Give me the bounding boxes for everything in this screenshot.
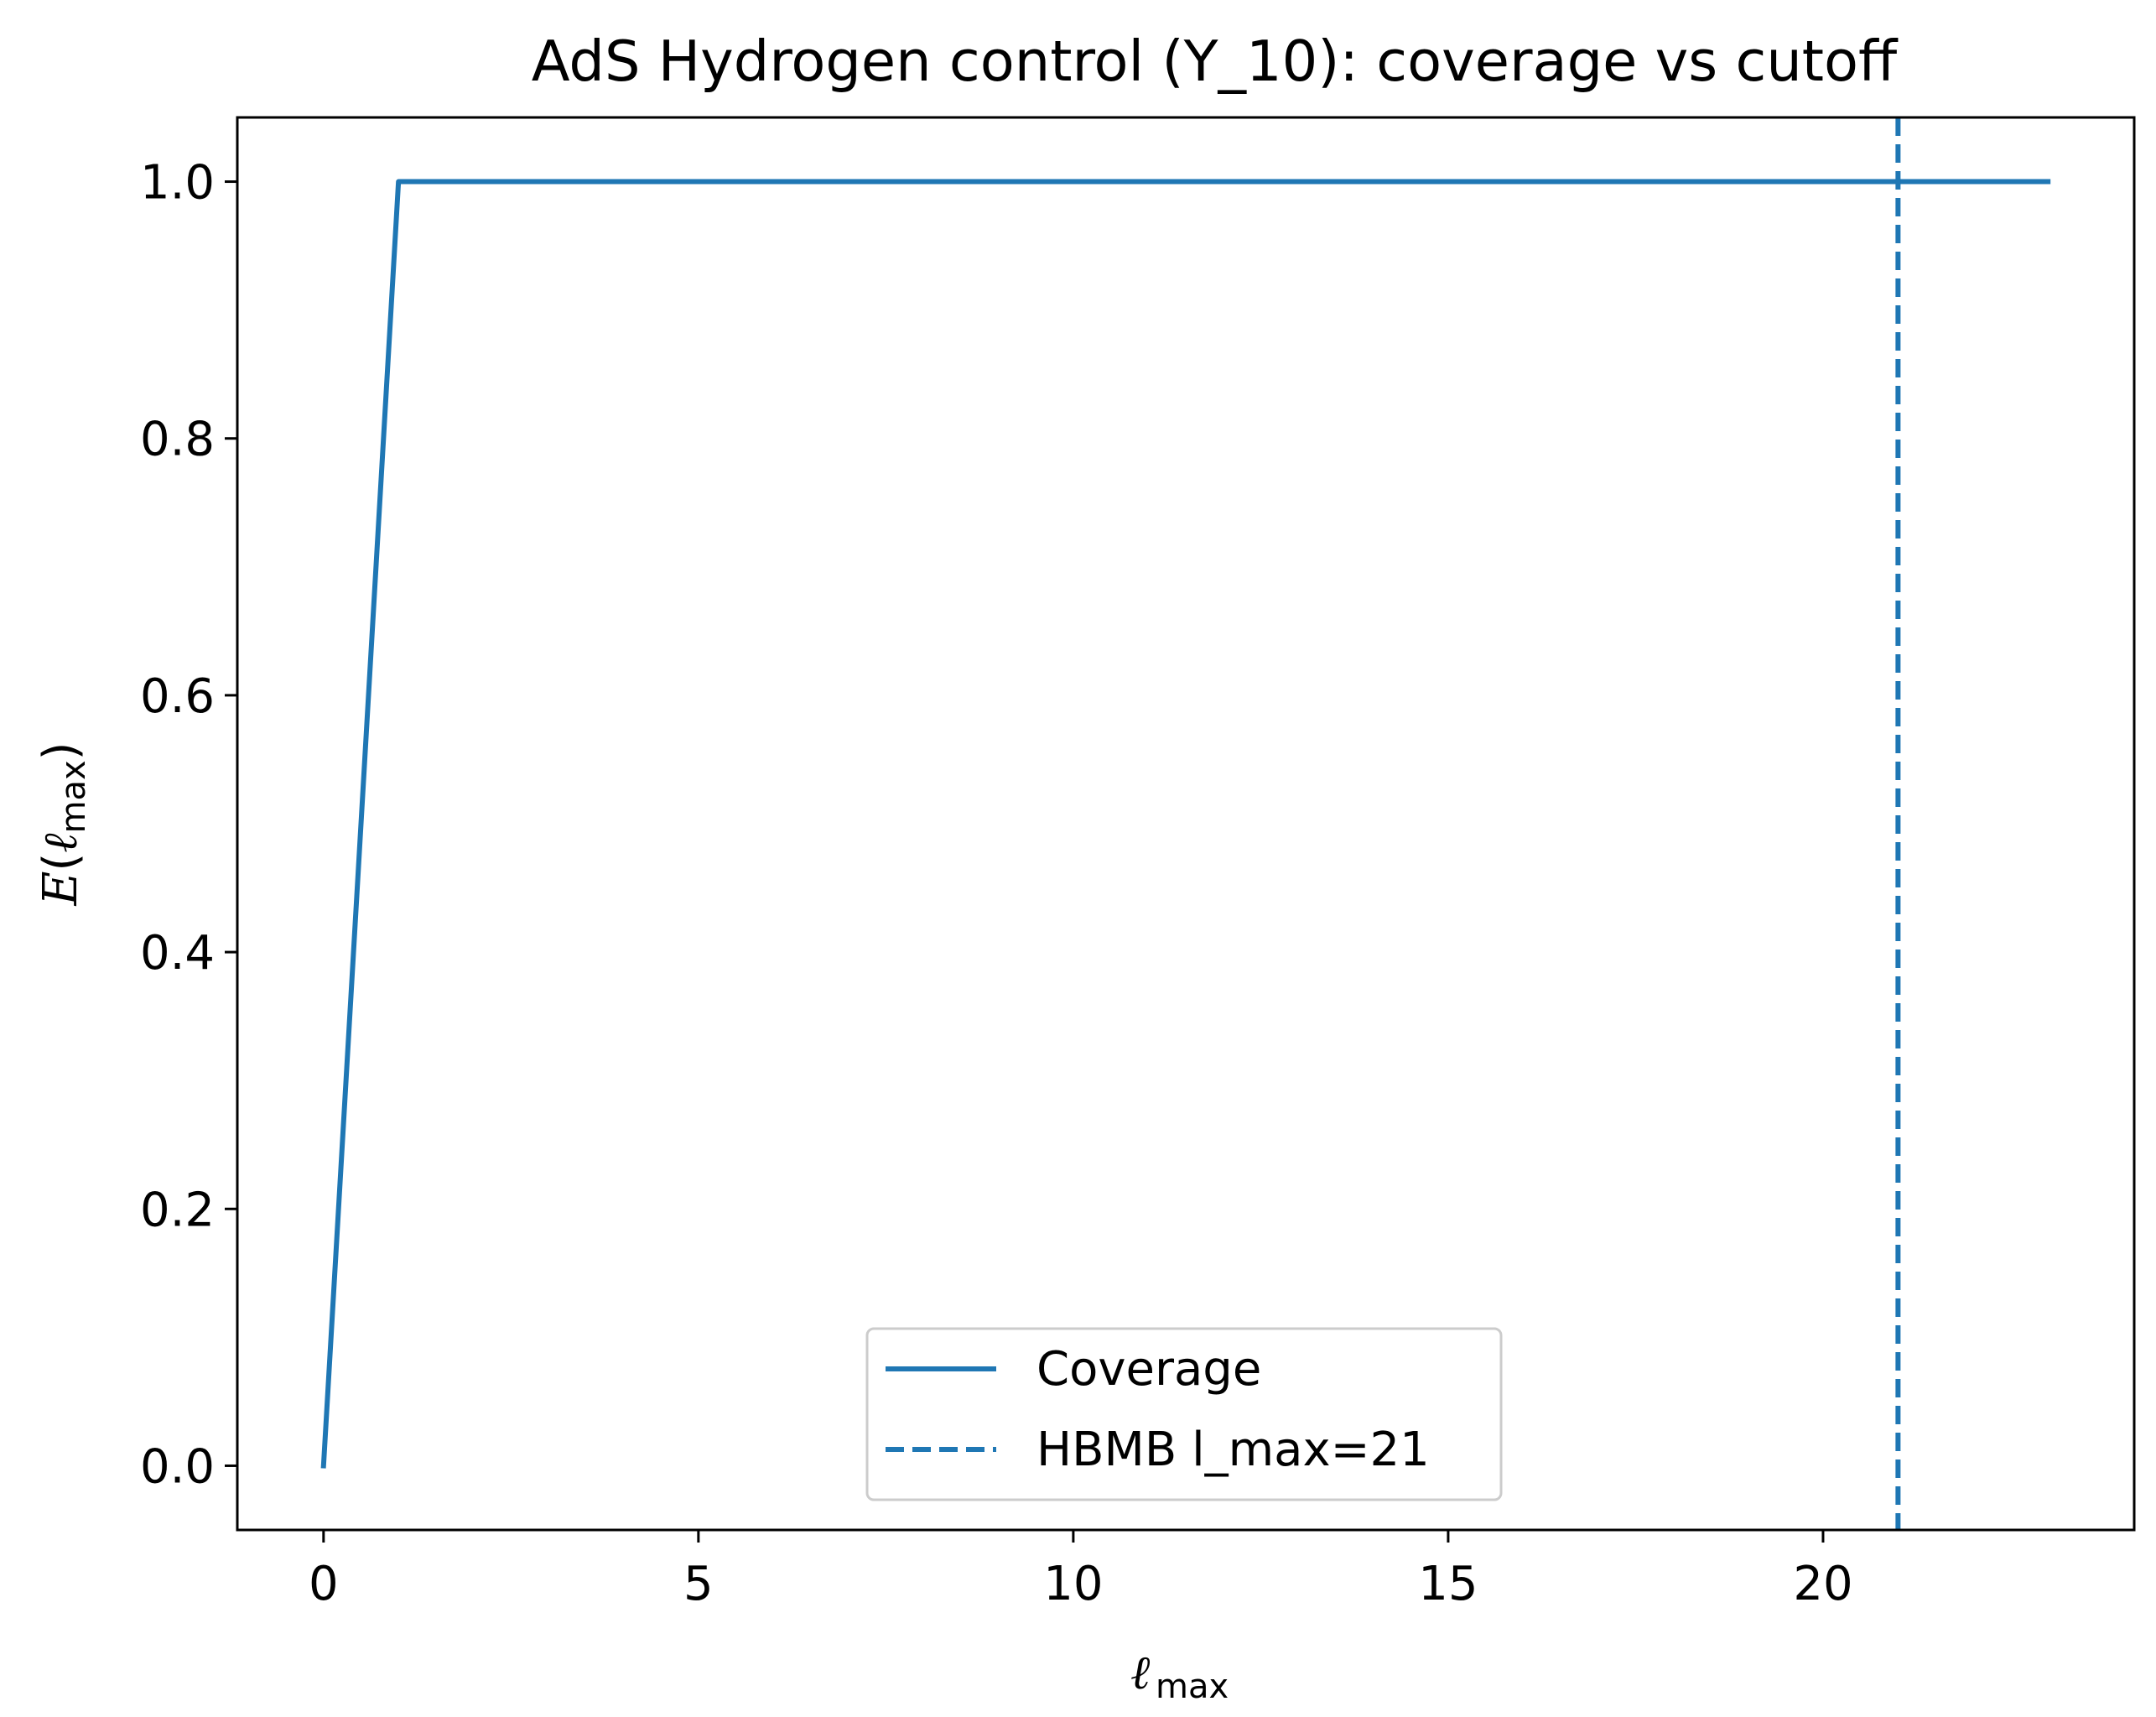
y-tick-label: 0.4 [140,926,215,981]
y-tick-label: 0.0 [140,1439,215,1494]
svg-text:max: max [1156,1668,1229,1706]
legend-box [865,1327,1503,1501]
legend: Coverage HBMB l_max=21 [865,1327,1503,1501]
y-tick-label: 0.6 [140,669,215,724]
series-line-coverage [320,179,2051,1469]
x-axis-label: ℓ max [1130,1646,1229,1706]
legend-label-hbmb: HBMB l_max=21 [1036,1423,1430,1477]
x-tick-label: 0 [309,1557,339,1611]
x-tick-label: 15 [1418,1557,1478,1611]
chart-title: AdS Hydrogen control (Y_10): coverage vs… [532,29,1899,94]
y-axis-label: E(ℓmax) [34,741,93,906]
axis-ticks: 0 5 10 15 20 0.0 0.2 0.4 0.6 0.8 1.0 [140,156,1853,1611]
x-tick-label: 5 [683,1557,714,1611]
y-tick-label: 0.8 [140,413,215,467]
x-tick-label: 10 [1043,1557,1103,1611]
legend-label-coverage: Coverage [1036,1342,1261,1397]
svg-text:E(ℓmax): E(ℓmax) [34,741,93,906]
y-tick-label: 0.2 [140,1183,215,1237]
plot-area [320,117,2051,1530]
x-tick-label: 20 [1793,1557,1852,1611]
svg-text:ℓ: ℓ [1130,1646,1151,1700]
y-tick-label: 1.0 [140,156,215,211]
plot-frame [236,116,2136,1532]
